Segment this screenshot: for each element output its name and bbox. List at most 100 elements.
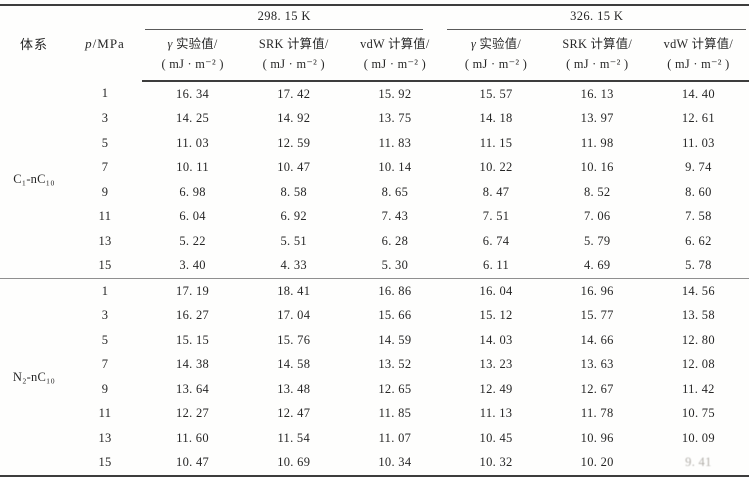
value-cell: 7. 43 — [381, 209, 409, 224]
value-cell: 16. 04 — [445, 278, 547, 304]
value-cell: 16. 34 — [176, 86, 210, 101]
value-cell: 10. 34 — [378, 455, 412, 470]
value-cell: 5. 30 — [381, 258, 409, 273]
system-label: C₁-nC₁₀ — [13, 172, 55, 186]
value-cell: 4. 69 — [583, 258, 611, 273]
system-header-label: 体系 — [19, 37, 48, 52]
value-cell: 11. 03 — [682, 135, 715, 150]
pressure-value: 5 — [101, 135, 109, 150]
value-cell: 14. 03 — [479, 332, 513, 347]
pressure-value: 11 — [98, 209, 112, 224]
value-cell: 17. 42 — [277, 86, 311, 101]
value-cell: 10. 75 — [681, 406, 715, 421]
column-header-srk-298: SRK 计算值/ ( mJ · m⁻² ) — [243, 30, 345, 82]
value-cell: 14. 92 — [277, 111, 311, 126]
table-row: 9 13. 64 13. 48 12. 65 12. 49 12. 67 11. 42 — [0, 377, 749, 402]
value-cell: 13. 63 — [580, 357, 614, 372]
value-cell: 10. 45 — [479, 430, 513, 445]
value-cell: 11. 83 — [378, 135, 412, 150]
table-row: C₁-nC₁₀ 1 16. 34 17. 42 15. 92 15. 57 16. 13 14… — [0, 81, 749, 186]
value-cell: 14. 56 — [647, 278, 749, 304]
value-cell: 6. 62 — [685, 233, 712, 248]
pressure-value: 7 — [101, 160, 109, 175]
value-cell: 13. 48 — [277, 381, 311, 396]
value-cell: 10. 47 — [277, 160, 311, 175]
column-header-system: 体系 — [0, 5, 68, 81]
value-cell: 13. 64 — [176, 381, 210, 396]
value-cell: 11. 78 — [580, 406, 614, 421]
temperature-group-326: 326. 15 K — [445, 5, 749, 30]
value-cell: 14. 58 — [277, 357, 311, 372]
column-header-gamma-exp-298: γ 实验值/ ( mJ · m⁻² ) — [142, 30, 244, 82]
value-cell: 8. 60 — [685, 184, 712, 199]
column-header-gamma-exp-326: γ 实验值/ ( mJ · m⁻² ) — [445, 30, 547, 82]
table-row: 13 5. 22 5. 51 6. 28 6. 74 5. 79 6. 62 — [0, 229, 749, 254]
value-cell: 13. 23 — [479, 357, 513, 372]
value-cell: 15. 92 — [378, 86, 412, 101]
value-cell: 11. 60 — [176, 430, 209, 445]
value-cell: 15. 57 — [479, 86, 513, 101]
value-cell: 10. 22 — [479, 160, 513, 175]
value-cell: 12. 49 — [479, 381, 513, 396]
column-header-pressure: p/MPa — [68, 5, 142, 81]
value-cell: 12. 80 — [681, 332, 715, 347]
value-cell: 12. 08 — [681, 357, 715, 372]
column-header-vdw-298: vdW 计算值/ ( mJ · m⁻² ) — [344, 30, 446, 82]
value-cell: 3. 40 — [179, 258, 206, 273]
value-cell: 16. 13 — [580, 86, 614, 101]
value-cell: 6. 74 — [482, 233, 510, 248]
table-row: 5 11. 03 12. 59 11. 83 11. 15 11. 98 11. 03 — [0, 131, 749, 156]
value-cell: 5. 78 — [685, 258, 712, 273]
value-cell: 5. 79 — [583, 233, 611, 248]
value-cell: 10. 11 — [176, 160, 209, 175]
column-header-srk-326: SRK 计算值/ ( mJ · m⁻² ) — [546, 30, 648, 82]
value-cell: 10. 96 — [580, 430, 614, 445]
value-cell: 11. 85 — [378, 406, 412, 421]
value-cell: 10. 20 — [580, 455, 614, 470]
value-cell: 14. 38 — [176, 357, 210, 372]
pressure-value: 15 — [98, 258, 112, 273]
value-cell: 16. 96 — [546, 278, 648, 304]
pressure-value: 1 — [101, 86, 109, 101]
value-cell: 12. 59 — [277, 135, 311, 150]
value-cell: 13. 75 — [378, 111, 412, 126]
value-cell: 15. 76 — [277, 332, 311, 347]
pressure-value: 7 — [101, 357, 109, 372]
pressure-value: 3 — [101, 308, 109, 323]
value-cell: 8. 58 — [280, 184, 307, 199]
value-cell: 16. 86 — [344, 278, 446, 304]
temperature-group-298-label: 298. 15 K — [145, 6, 424, 30]
value-cell: 8. 65 — [381, 184, 409, 199]
value-cell: 15. 77 — [580, 308, 614, 323]
value-cell: 6. 04 — [179, 209, 206, 224]
value-cell: 11. 54 — [277, 430, 311, 445]
surface-tension-data-table: 体系 p/MPa 298. 15 K 326. 15 K γ 实验值/ ( mJ… — [0, 4, 749, 477]
value-cell: 6. 11 — [483, 258, 510, 273]
temperature-group-326-label: 326. 15 K — [447, 6, 746, 30]
measure-header-row: γ 实验值/ ( mJ · m⁻² ) SRK 计算值/ ( mJ · m⁻² … — [0, 30, 749, 82]
table-row: 13 11. 60 11. 54 11. 07 10. 45 10. 96 10. 09 — [0, 426, 749, 451]
value-cell: 8. 47 — [482, 184, 510, 199]
pressure-value: 1 — [68, 278, 142, 304]
value-cell: 16. 27 — [176, 308, 210, 323]
value-cell: 14. 25 — [176, 111, 210, 126]
table-row: N₂-nC₁₀ 1 17. 19 18. 41 16. 86 16. 04 16. 96 14… — [0, 278, 749, 476]
pressure-value: 15 — [98, 455, 112, 470]
value-cell: 12. 27 — [176, 406, 210, 421]
table-row: 7 10. 11 10. 47 10. 14 10. 22 10. 16 9. 74 — [0, 156, 749, 181]
table-row: 11 6. 04 6. 92 7. 43 7. 51 7. 06 7. 58 — [0, 205, 749, 230]
table-row: 15 3. 40 4. 33 5. 30 6. 11 4. 69 5. 78 — [0, 254, 749, 279]
value-cell: 10. 47 — [176, 455, 210, 470]
value-cell: 13. 58 — [681, 308, 715, 323]
value-cell: 7. 58 — [685, 209, 712, 224]
table-row: 5 15. 15 15. 76 14. 59 14. 03 14. 66 12. 80 — [0, 328, 749, 353]
value-cell: 10. 09 — [681, 430, 715, 445]
value-cell: 12. 67 — [580, 381, 614, 396]
value-cell: 15. 66 — [378, 308, 412, 323]
value-cell: 7. 51 — [482, 209, 510, 224]
table-row: 3 16. 27 17. 04 15. 66 15. 12 15. 77 13. 58 — [0, 304, 749, 329]
value-cell: 5. 51 — [280, 233, 307, 248]
value-cell: 11. 03 — [176, 135, 209, 150]
value-cell: 7. 06 — [583, 209, 611, 224]
column-header-vdw-326: vdW 计算值/ ( mJ · m⁻² ) — [647, 30, 749, 82]
